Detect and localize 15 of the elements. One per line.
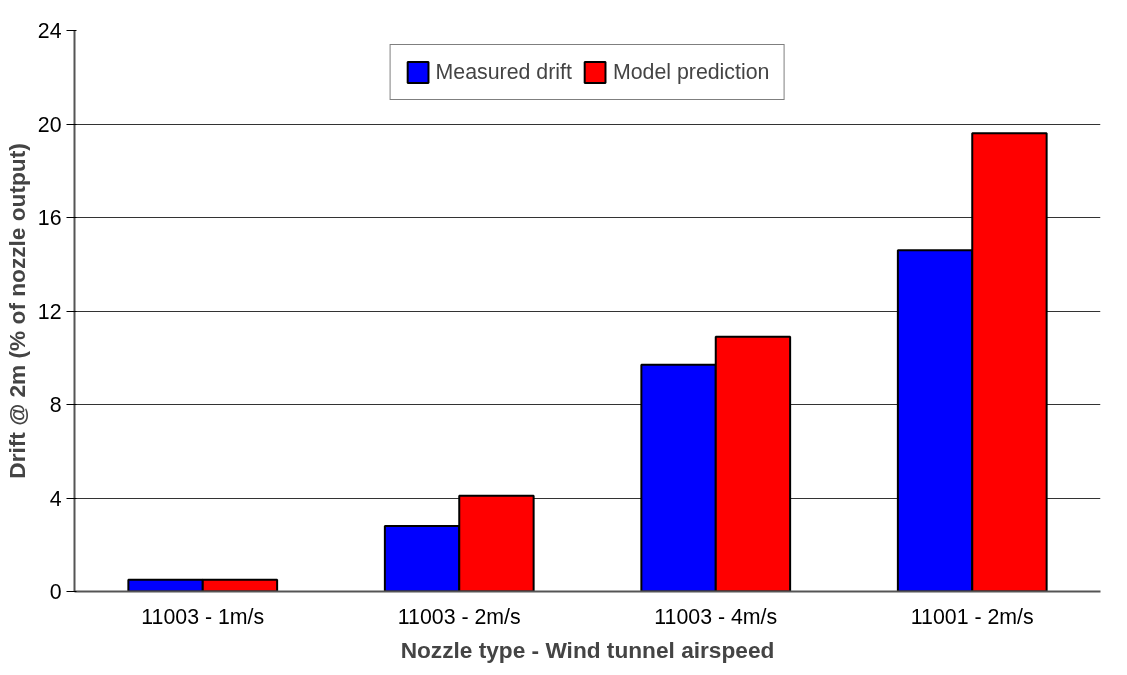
x-tick-label: 11003 - 4m/s <box>654 604 778 629</box>
x-tick-label: 11003 - 1m/s <box>141 604 265 629</box>
y-axis-title: Drift @ 2m (% of nozzle output) <box>3 143 30 479</box>
y-tick-label: 24 <box>37 19 62 43</box>
y-tick-label: 4 <box>49 486 62 511</box>
x-axis-title: Nozzle type - Wind tunnel airspeed <box>400 636 775 663</box>
y-tick-label: 0 <box>49 580 62 604</box>
legend-label: Model prediction <box>612 59 770 85</box>
y-tick-label: 12 <box>37 299 62 324</box>
x-tick-label: 11001 - 2m/s <box>910 604 1034 629</box>
y-tick-label: 8 <box>49 393 62 417</box>
legend-label: Measured drift <box>435 59 572 85</box>
y-tick-label: 16 <box>37 206 62 230</box>
y-tick-label: 20 <box>37 112 62 137</box>
x-tick-label: 11003 - 2m/s <box>397 604 521 629</box>
